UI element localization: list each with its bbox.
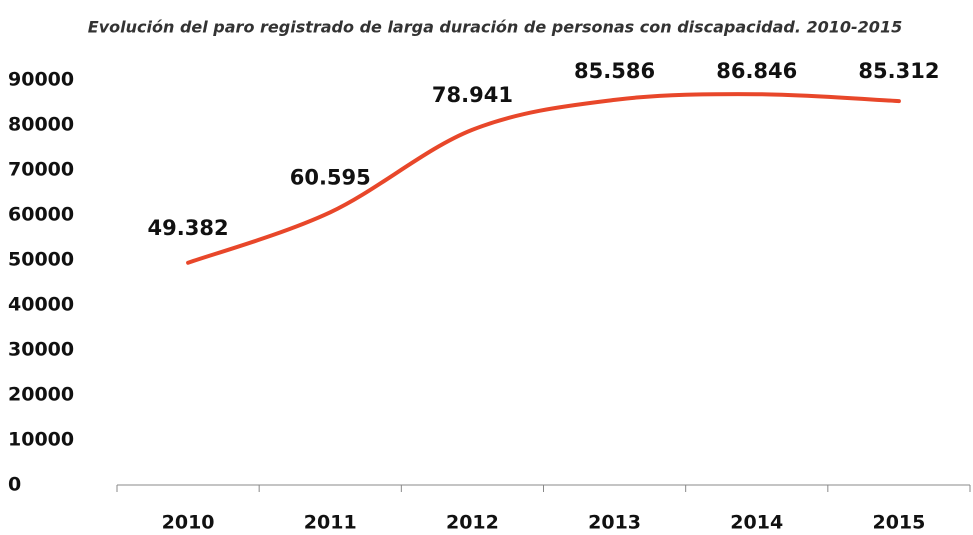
y-tick-label: 30000	[8, 339, 74, 361]
y-tick-label: 40000	[8, 294, 74, 316]
x-tick-label: 2015	[872, 512, 925, 534]
data-label: 60.595	[290, 165, 371, 189]
line	[186, 92, 901, 265]
y-tick-label: 70000	[8, 159, 74, 181]
data-label: 85.312	[858, 59, 939, 83]
chart-title: Evolución del paro registrado de larga d…	[88, 18, 902, 37]
y-tick-label: 90000	[8, 69, 74, 91]
x-tick-label: 2013	[588, 512, 641, 534]
x-tick-label: 2010	[162, 512, 215, 534]
data-label: 49.382	[148, 216, 229, 240]
y-tick-label: 10000	[8, 429, 74, 451]
data-label: 78.941	[432, 83, 513, 107]
y-tick-label: 60000	[8, 204, 74, 226]
y-tick-label: 20000	[8, 384, 74, 406]
x-tick-label: 2011	[304, 512, 357, 534]
x-tick-label: 2012	[446, 512, 499, 534]
y-tick-label: 80000	[8, 114, 74, 136]
data-label: 85.586	[574, 59, 655, 83]
x-tick-label: 2014	[730, 512, 783, 534]
y-tick-label: 0	[8, 474, 21, 496]
data-label: 86.846	[716, 59, 797, 83]
y-tick-label: 50000	[8, 249, 74, 271]
